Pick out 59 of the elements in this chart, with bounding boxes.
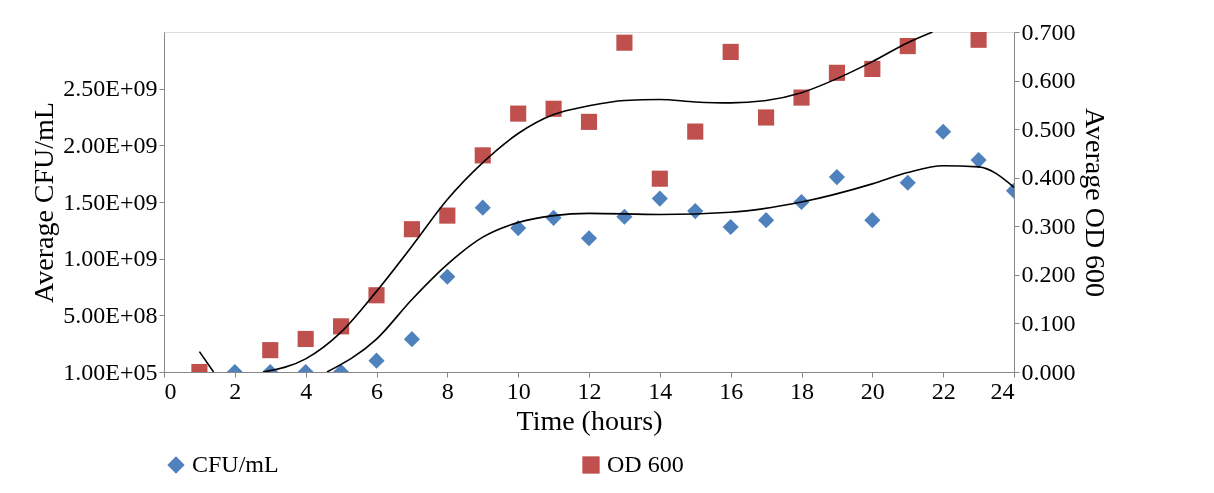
- y2-tick-label: 0.500: [1021, 115, 1076, 142]
- point: [651, 190, 668, 207]
- x-tick-label: 18: [790, 377, 814, 404]
- y-tick-label: 1.00E+05: [63, 358, 158, 385]
- point: [935, 123, 952, 140]
- point: [651, 170, 668, 187]
- point: [970, 152, 987, 169]
- y-tick-label: 2.50E+09: [63, 75, 158, 102]
- point: [403, 221, 420, 238]
- point: [297, 330, 314, 348]
- point: [510, 105, 527, 122]
- x-tick-label: 24: [990, 377, 1015, 404]
- x-tick-label: 22: [931, 377, 956, 404]
- point: [758, 212, 775, 229]
- x-tick-label: 10: [506, 377, 531, 404]
- x-tick-label: 0: [164, 377, 177, 404]
- point: [722, 43, 739, 60]
- point: [970, 32, 987, 48]
- y2-tick-label: 0.700: [1021, 18, 1076, 45]
- legend-label: CFU/mL: [192, 451, 279, 477]
- point: [439, 207, 456, 224]
- y2-tick-label: 0.100: [1021, 309, 1076, 336]
- x-axis-title: Time (hours): [516, 404, 663, 436]
- point: [864, 212, 881, 229]
- point: [474, 199, 491, 216]
- x-tick-label: 4: [300, 377, 313, 404]
- y2-tick-label: 0.600: [1021, 67, 1076, 94]
- point: [722, 218, 739, 235]
- y2-axis-title: Average OD 600: [1079, 107, 1111, 298]
- point: [580, 230, 598, 247]
- y-axis-title: Average CFU/mL: [28, 102, 60, 303]
- x-tick-label: 12: [577, 377, 602, 404]
- y-tick-label: 1.00E+09: [63, 245, 158, 272]
- x-tick-label: 2: [229, 377, 242, 404]
- x-tick-label: 6: [371, 377, 383, 404]
- point: [510, 220, 527, 237]
- point: [758, 109, 775, 126]
- x-tick-label: 16: [719, 377, 744, 404]
- y-tick-label: 5.00E+08: [63, 301, 158, 328]
- point: [262, 342, 279, 359]
- y-tick-label: 1.50E+09: [63, 188, 158, 215]
- y2-tick-label: 0.000: [1021, 358, 1076, 385]
- y-tick-label: 2.00E+09: [63, 131, 158, 158]
- point: [864, 60, 881, 77]
- point: [899, 174, 916, 191]
- x-tick-label: 14: [648, 377, 673, 404]
- point: [687, 123, 704, 140]
- point: [580, 113, 598, 130]
- y2-tick-label: 0.300: [1021, 212, 1076, 239]
- x-tick-label: 20: [860, 377, 885, 404]
- x-tick-label: 8: [441, 377, 454, 404]
- point: [616, 34, 633, 51]
- y2-tick-label: 0.400: [1021, 164, 1076, 191]
- point: [828, 169, 845, 186]
- y2-tick-label: 0.200: [1021, 261, 1076, 288]
- legend-label: OD 600: [607, 451, 684, 477]
- line-series: [262, 32, 934, 372]
- point: [439, 268, 456, 285]
- point: [474, 147, 491, 164]
